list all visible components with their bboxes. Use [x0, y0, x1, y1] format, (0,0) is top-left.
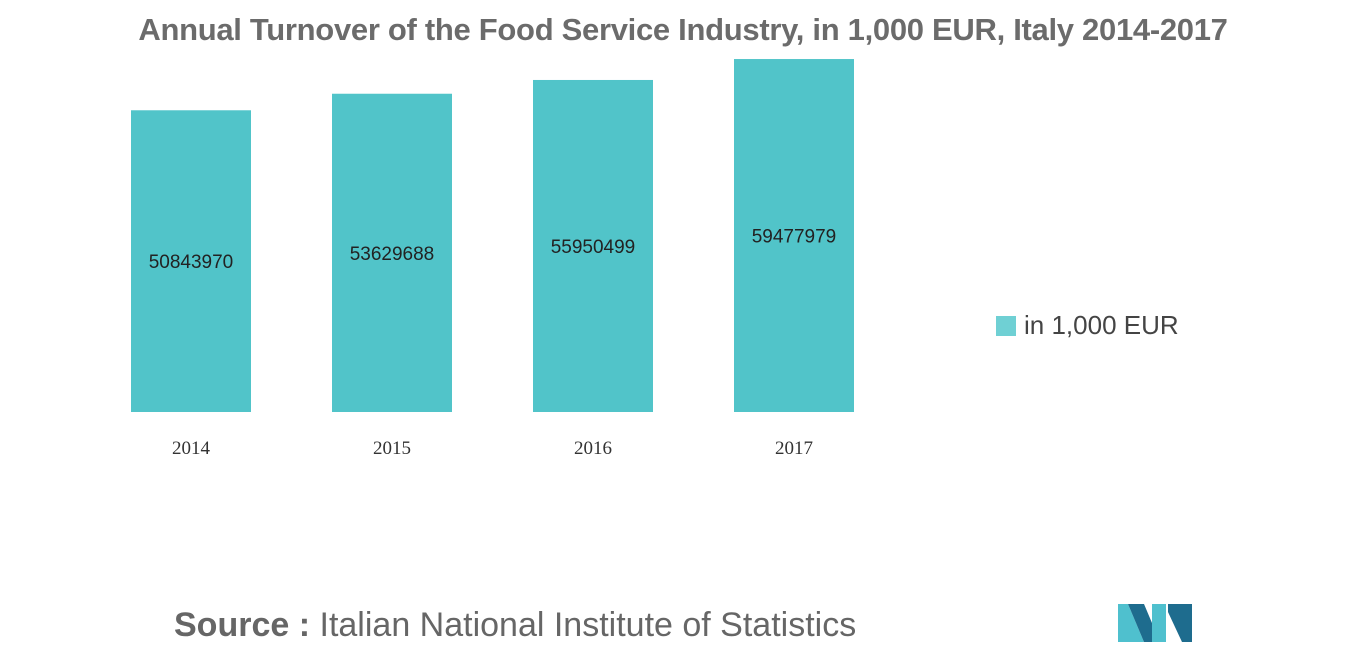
source-label: Source :: [174, 606, 311, 644]
bar-2015: [332, 93, 452, 412]
source-text: Italian National Institute of Statistics: [319, 606, 857, 644]
bars: [131, 59, 854, 413]
x-tick-2014: 2014: [172, 438, 211, 459]
bar-2017: [734, 59, 854, 413]
source-line: Source : Italian National Institute of S…: [174, 606, 856, 645]
legend: in 1,000 EUR: [996, 310, 1179, 341]
legend-swatch: [996, 315, 1016, 336]
data-label-2017: 59477979: [752, 227, 837, 248]
x-tick-2017: 2017: [775, 438, 813, 459]
legend-label: in 1,000 EUR: [1024, 310, 1179, 340]
x-tick-2015: 2015: [373, 438, 411, 459]
data-labels: 50843970 53629688 55950499 59477979: [149, 227, 837, 274]
x-axis-ticks: 2014 2015 2016 2017: [172, 438, 813, 459]
x-tick-2016: 2016: [574, 438, 612, 459]
bar-2016: [533, 79, 653, 413]
bar-2014: [131, 110, 251, 413]
data-label-2016: 55950499: [551, 237, 636, 258]
data-label-2014: 50843970: [149, 252, 234, 273]
data-label-2015: 53629688: [350, 244, 435, 265]
mordor-intelligence-logo-icon: [1118, 604, 1192, 642]
chart-title: Annual Turnover of the Food Service Indu…: [138, 12, 1228, 47]
